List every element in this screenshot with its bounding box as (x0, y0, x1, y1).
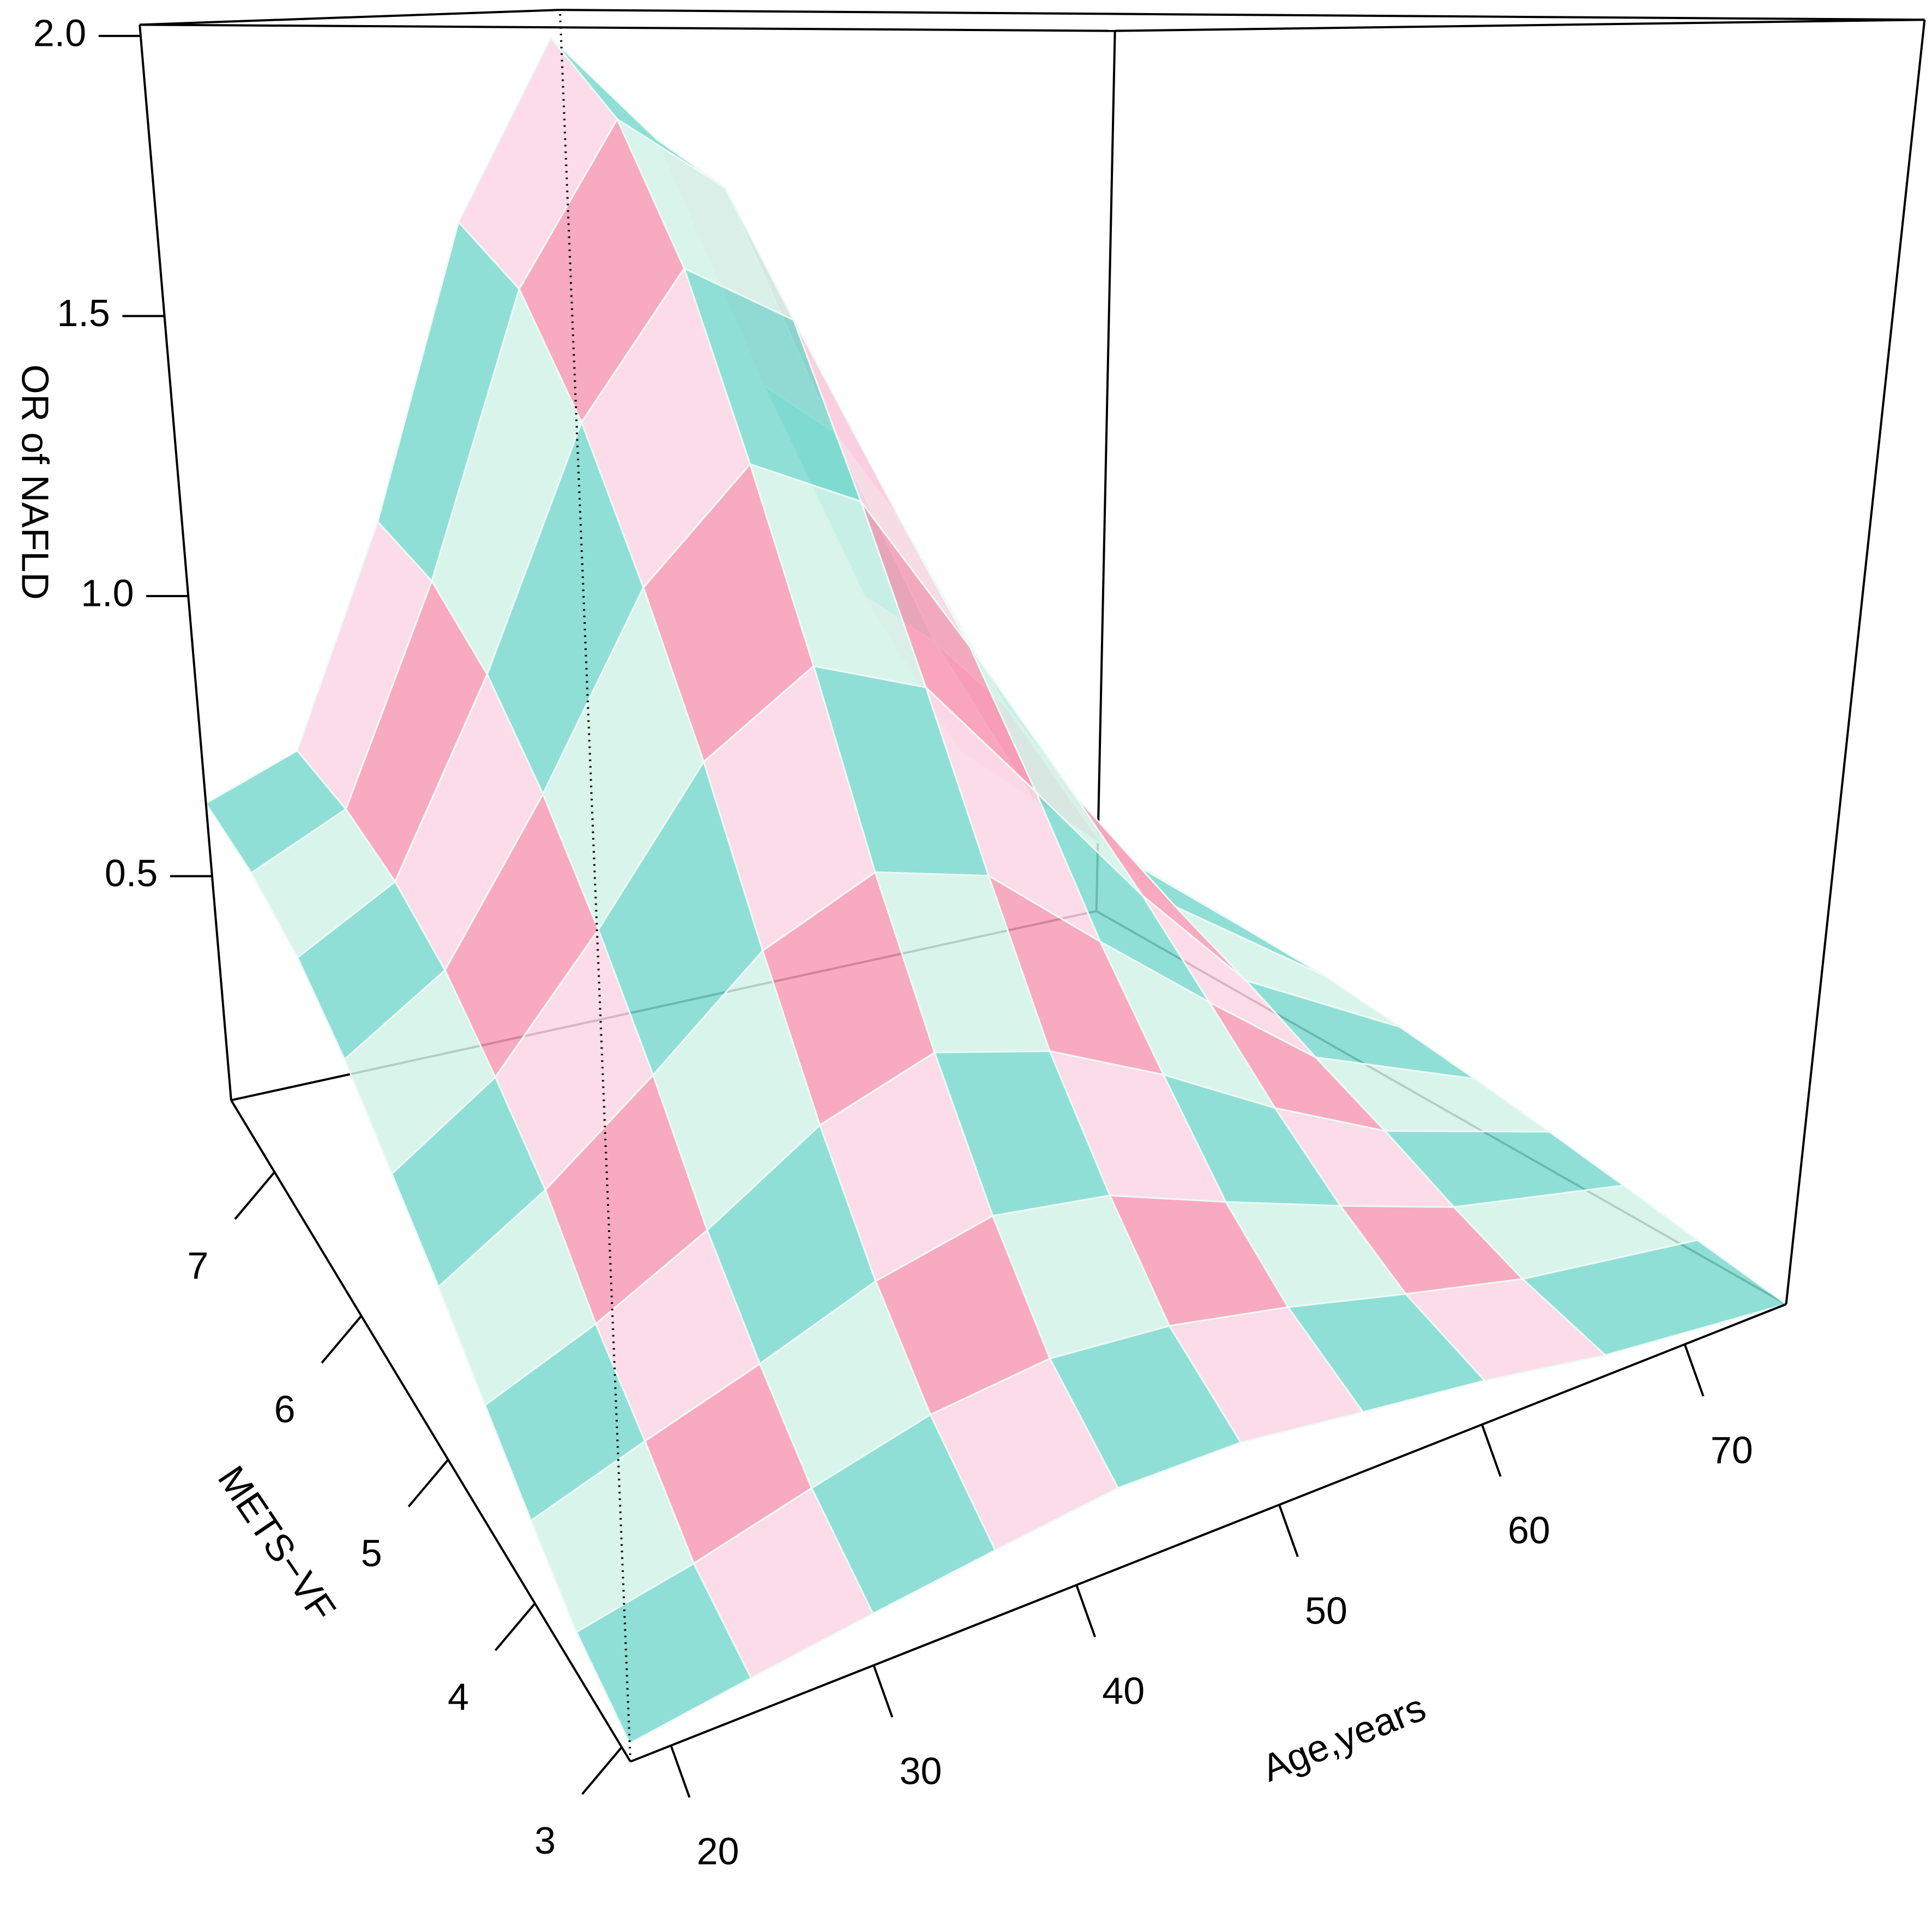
surface (204, 36, 1788, 1745)
box-edge (630, 1303, 1787, 1763)
x-tick (1683, 1344, 1705, 1397)
box-edge (140, 9, 560, 26)
z-tick-label: 2.0 (33, 11, 86, 54)
z-tick-label: 0.5 (105, 852, 158, 894)
box-edge (139, 25, 232, 1101)
y-tick (494, 1602, 536, 1651)
y-tick (234, 1171, 276, 1220)
box-edge (1095, 31, 1116, 911)
y-tick (321, 1315, 363, 1364)
x-tick-label: 60 (1508, 1509, 1550, 1552)
x-tick-label: 30 (899, 1750, 942, 1793)
x-tick-label: 50 (1305, 1589, 1347, 1632)
y-tick-label: 3 (534, 1819, 556, 1862)
y-tick (407, 1459, 449, 1507)
x-axis-label: Age,years (1256, 1686, 1431, 1789)
x-tick (872, 1664, 894, 1718)
surface-facet (575, 1562, 753, 1745)
box-edge (230, 1099, 631, 1763)
x-tick-label: 20 (697, 1830, 739, 1873)
box-edge (1115, 19, 1925, 32)
x-tick (670, 1745, 691, 1798)
y-tick-label: 5 (361, 1532, 382, 1574)
y-tick-label: 6 (274, 1388, 296, 1430)
y-tick-label: 4 (448, 1675, 469, 1718)
z-tick-label: 1.5 (57, 292, 110, 334)
z-tick-label: 1.0 (81, 572, 134, 615)
x-tick-label: 40 (1102, 1669, 1145, 1712)
box-edge (1785, 20, 1926, 1304)
box-edge (558, 10, 632, 1762)
x-tick-label: 70 (1711, 1429, 1753, 1471)
y-axis-label: METS−VF (210, 1458, 344, 1629)
box-edge (559, 9, 1925, 21)
x-tick (1278, 1504, 1299, 1558)
y-tick (581, 1746, 623, 1795)
x-tick (1075, 1584, 1096, 1638)
x-tick (1480, 1424, 1502, 1477)
y-tick-label: 7 (187, 1244, 208, 1287)
z-axis-label: OR of NAFLD (14, 364, 56, 600)
box-edge (140, 23, 1115, 32)
